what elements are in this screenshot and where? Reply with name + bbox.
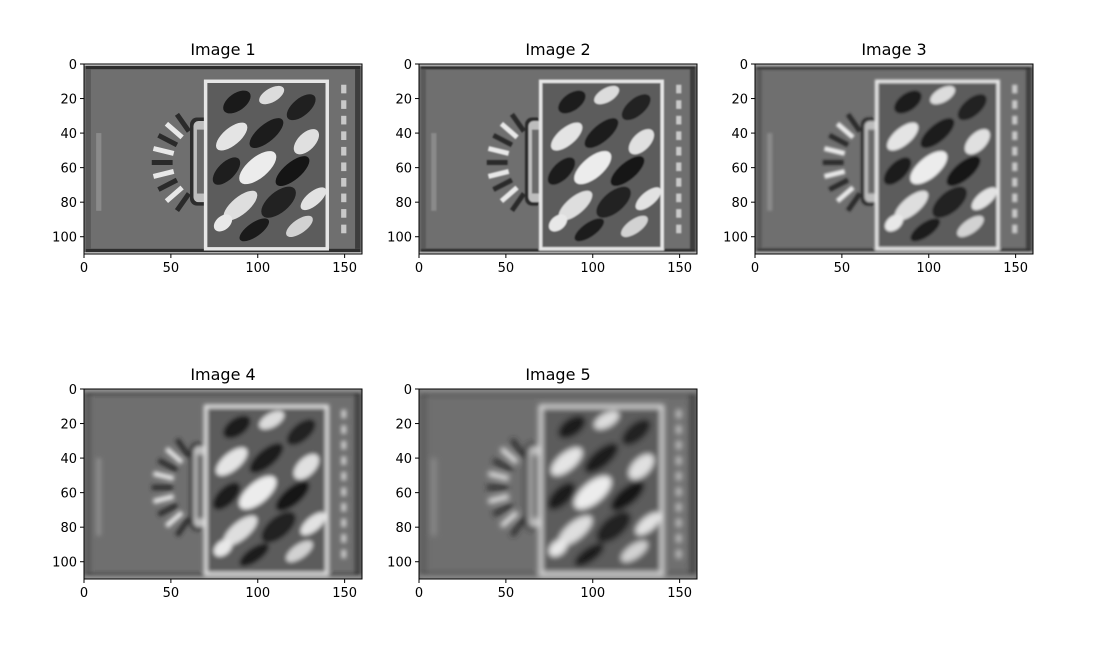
x-tick-label: 0 xyxy=(80,586,88,601)
subplot-title: Image 2 xyxy=(525,40,590,59)
grayscale-image xyxy=(84,389,362,579)
grayscale-image xyxy=(419,389,697,579)
y-tick-label: 0 xyxy=(69,383,77,398)
x-tick-label: 150 xyxy=(1003,261,1028,276)
y-tick-label: 100 xyxy=(52,231,77,246)
y-tick-label: 40 xyxy=(60,127,77,142)
subplot-1: Image 1 0 50 100 150 0 20 40 60 80 100 xyxy=(52,40,363,276)
y-tick-label: 60 xyxy=(731,162,748,177)
subplot-4: Image 4 0 50 100 150 0 20 40 60 80 100 xyxy=(52,365,363,601)
y-tick-label: 0 xyxy=(404,58,412,73)
y-tick-label: 20 xyxy=(60,418,77,433)
x-tick-label: 150 xyxy=(667,586,692,601)
x-tick-label: 150 xyxy=(332,261,357,276)
x-tick-label: 0 xyxy=(751,261,759,276)
x-tick-label: 100 xyxy=(580,261,605,276)
x-tick-label: 150 xyxy=(332,586,357,601)
x-tick-label: 150 xyxy=(667,261,692,276)
x-tick-label: 0 xyxy=(80,261,88,276)
subplot-title: Image 4 xyxy=(190,365,255,384)
subplot-2: Image 2 0 50 100 150 0 20 40 60 80 100 xyxy=(387,40,698,276)
y-tick-label: 80 xyxy=(395,196,412,211)
subplot-title: Image 5 xyxy=(525,365,590,384)
x-tick-label: 100 xyxy=(245,586,270,601)
y-tick-label: 20 xyxy=(60,93,77,108)
y-tick-label: 60 xyxy=(395,487,412,502)
y-tick-label: 40 xyxy=(395,452,412,467)
y-tick-label: 0 xyxy=(404,383,412,398)
x-tick-label: 50 xyxy=(498,586,515,601)
y-tick-label: 20 xyxy=(731,93,748,108)
x-tick-label: 50 xyxy=(834,261,851,276)
subplot-title: Image 3 xyxy=(861,40,926,59)
x-tick-label: 100 xyxy=(245,261,270,276)
subplot-5: Image 5 0 50 100 150 0 20 40 60 80 100 xyxy=(387,365,698,601)
y-tick-label: 0 xyxy=(740,58,748,73)
x-tick-label: 100 xyxy=(580,586,605,601)
y-tick-label: 80 xyxy=(60,196,77,211)
y-tick-label: 80 xyxy=(395,521,412,536)
y-tick-label: 60 xyxy=(60,487,77,502)
grayscale-image xyxy=(755,64,1033,254)
y-tick-label: 60 xyxy=(395,162,412,177)
y-tick-label: 0 xyxy=(69,58,77,73)
subplot-3: Image 3 0 50 100 150 0 20 40 60 80 100 xyxy=(723,40,1034,276)
x-tick-label: 0 xyxy=(415,261,423,276)
y-tick-label: 100 xyxy=(52,556,77,571)
y-tick-label: 100 xyxy=(387,556,412,571)
grayscale-image xyxy=(419,64,697,254)
y-tick-label: 60 xyxy=(60,162,77,177)
grayscale-image xyxy=(84,64,362,254)
y-tick-label: 80 xyxy=(60,521,77,536)
subplot-title: Image 1 xyxy=(190,40,255,59)
y-tick-label: 100 xyxy=(387,231,412,246)
y-tick-label: 20 xyxy=(395,418,412,433)
x-tick-label: 50 xyxy=(163,261,180,276)
y-tick-label: 40 xyxy=(731,127,748,142)
x-tick-label: 50 xyxy=(498,261,515,276)
x-tick-label: 50 xyxy=(163,586,180,601)
y-tick-label: 100 xyxy=(723,231,748,246)
x-tick-label: 0 xyxy=(415,586,423,601)
y-tick-label: 40 xyxy=(395,127,412,142)
y-tick-label: 80 xyxy=(731,196,748,211)
y-tick-label: 20 xyxy=(395,93,412,108)
x-tick-label: 100 xyxy=(916,261,941,276)
y-tick-label: 40 xyxy=(60,452,77,467)
